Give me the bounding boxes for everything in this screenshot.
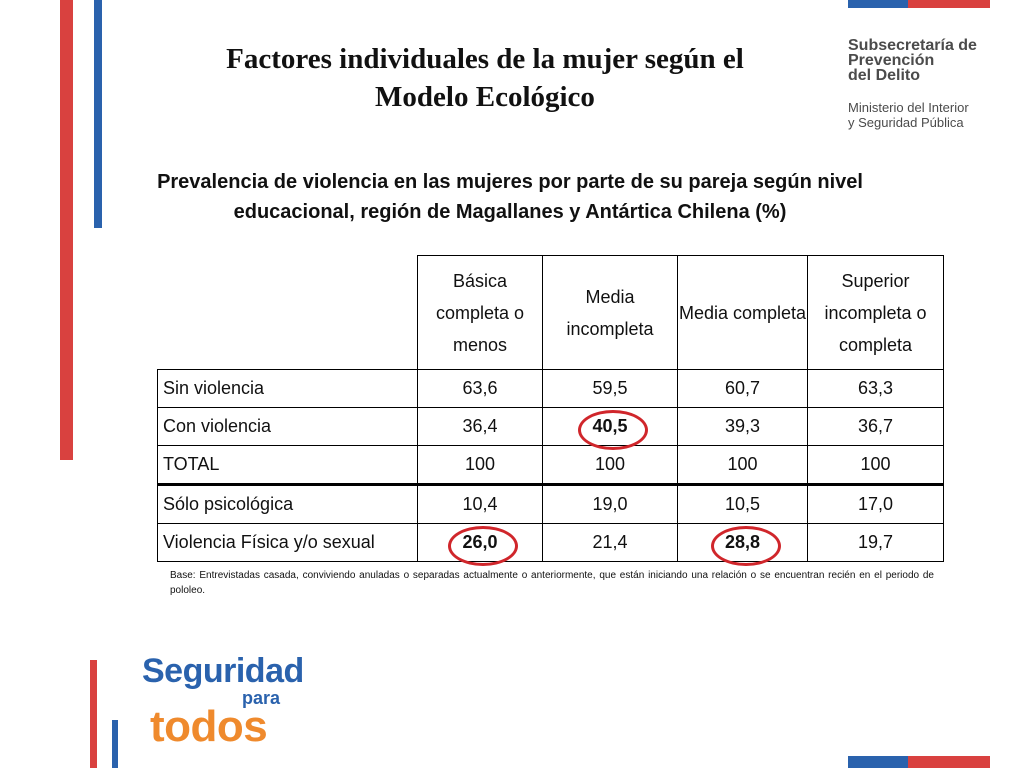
row-label: Violencia Física y/o sexual bbox=[157, 523, 418, 562]
row-label: Sólo psicológica bbox=[157, 483, 418, 524]
table-cell: 19,0 bbox=[542, 483, 678, 524]
red-bar-bottom-right bbox=[908, 756, 990, 768]
red-bar-top-right bbox=[908, 0, 990, 8]
brand-org-line1: Subsecretaría de bbox=[848, 37, 977, 54]
page-title-line1: Factores individuales de la mujer según … bbox=[226, 43, 744, 75]
table-row: Violencia Física y/o sexual 26,0 21,4 28… bbox=[157, 523, 944, 566]
table-caption-line2: educacional, región de Magallanes y Antá… bbox=[233, 201, 787, 223]
table-row: TOTAL 100 100 100 100 bbox=[157, 445, 944, 485]
table-caption: Prevalencia de violencia en las mujeres … bbox=[110, 167, 910, 227]
table-cell: 21,4 bbox=[542, 523, 678, 562]
brand-ministry-line2: y Seguridad Pública bbox=[848, 115, 964, 130]
brand-org-line3: del Delito bbox=[848, 67, 921, 84]
table-cell: 100 bbox=[417, 445, 543, 485]
row-label: Con violencia bbox=[157, 407, 418, 446]
row-label: Sin violencia bbox=[157, 369, 418, 408]
page-title-line2: Modelo Ecológico bbox=[375, 81, 595, 113]
table-cell: 59,5 bbox=[542, 369, 678, 408]
table-cell: 36,7 bbox=[807, 407, 944, 446]
table-caption-line1: Prevalencia de violencia en las mujeres … bbox=[157, 171, 863, 193]
red-stripe-left bbox=[60, 0, 73, 460]
header-blank-cell bbox=[157, 255, 418, 370]
table-cell: 39,3 bbox=[677, 407, 808, 446]
logo-word-para: para bbox=[242, 688, 281, 708]
row-label: TOTAL bbox=[157, 445, 418, 485]
table-cell: 10,4 bbox=[417, 483, 543, 524]
page-title: Factores individuales de la mujer según … bbox=[160, 40, 810, 116]
blue-bar-top-right bbox=[848, 0, 908, 8]
table-cell: 100 bbox=[542, 445, 678, 485]
brand-block: Subsecretaría de Prevención del Delito M… bbox=[848, 37, 1018, 131]
brand-org-line2: Prevención bbox=[848, 52, 935, 69]
table-cell: 63,6 bbox=[417, 369, 543, 408]
logo-word-seguridad: Seguridad bbox=[142, 652, 304, 690]
blue-bar-bottom-right bbox=[848, 756, 908, 768]
table-cell: 60,7 bbox=[677, 369, 808, 408]
prevalence-table: Básica completa o menos Media incompleta… bbox=[157, 255, 944, 566]
logo-word-todos: todos bbox=[150, 702, 268, 751]
blue-stripe-left bbox=[94, 0, 102, 228]
table-cell: 19,7 bbox=[807, 523, 944, 562]
table-cell: 36,4 bbox=[417, 407, 543, 446]
header-basica: Básica completa o menos bbox=[417, 255, 543, 370]
header-media-completa: Media completa bbox=[677, 255, 808, 370]
blue-stripe-bottom bbox=[112, 720, 118, 768]
highlighted-value: 26,0 bbox=[462, 532, 498, 552]
table-cell: 100 bbox=[677, 445, 808, 485]
table-cell-highlighted: 28,8 bbox=[677, 523, 808, 566]
table-row: Sólo psicológica 10,4 19,0 10,5 17,0 bbox=[157, 483, 944, 524]
table-row: Con violencia 36,4 40,5 39,3 36,7 bbox=[157, 407, 944, 450]
table-cell-highlighted: 26,0 bbox=[417, 523, 543, 566]
highlighted-value: 40,5 bbox=[592, 416, 628, 436]
header-media-incompleta: Media incompleta bbox=[542, 255, 678, 370]
table-footnote: Base: Entrevistadas casada, conviviendo … bbox=[170, 570, 934, 596]
table-header-row: Básica completa o menos Media incompleta… bbox=[157, 255, 944, 370]
table-cell: 100 bbox=[807, 445, 944, 485]
red-stripe-bottom bbox=[90, 660, 97, 768]
table-cell: 17,0 bbox=[807, 483, 944, 524]
table-cell: 10,5 bbox=[677, 483, 808, 524]
header-superior: Superior incompleta o completa bbox=[807, 255, 944, 370]
table-cell-highlighted: 40,5 bbox=[542, 407, 678, 450]
brand-ministry-line1: Ministerio del Interior bbox=[848, 100, 969, 115]
highlighted-value: 28,8 bbox=[724, 532, 761, 552]
seguridad-para-todos-logo: Seguridad para todos bbox=[142, 652, 342, 762]
table-cell: 63,3 bbox=[807, 369, 944, 408]
table-row: Sin violencia 63,6 59,5 60,7 63,3 bbox=[157, 369, 944, 408]
